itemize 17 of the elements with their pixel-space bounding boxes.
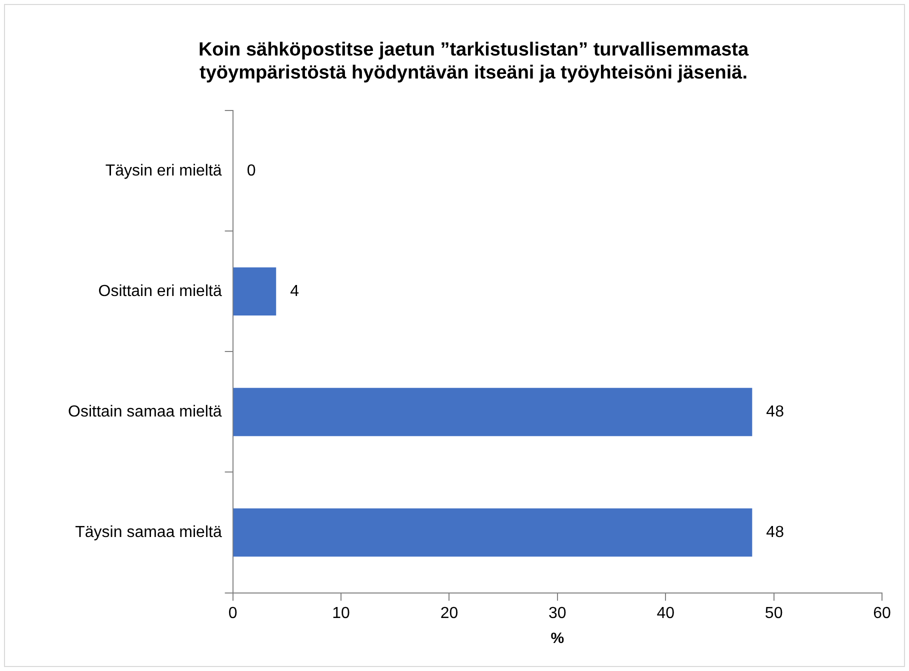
data-label: 4 (290, 282, 300, 300)
x-tick-label: 50 (764, 604, 783, 622)
x-tick-label: 40 (656, 604, 675, 622)
x-tick-label: 0 (228, 604, 238, 622)
y-tick-label: Osittain samaa mieltä (68, 403, 222, 420)
x-tick-label: 10 (332, 604, 350, 622)
y-tick-label: Osittain eri mieltä (98, 282, 222, 300)
data-label: 48 (766, 524, 784, 541)
y-tick-label: Täysin samaa mieltä (75, 524, 222, 541)
x-tick-label: 30 (548, 604, 566, 622)
x-axis-title: % (550, 630, 564, 648)
chart-title: Koin sähköpostitse jaetun ”tarkistuslistan” turvallisemmasta työympäristöstä hyödyntävän itseäni ja työyhteisöni jäseniä. (198, 40, 749, 84)
y-tick-label: Täysin eri mieltä (105, 162, 222, 180)
data-label: 48 (766, 403, 784, 420)
x-tick-label: 60 (873, 604, 891, 622)
x-tick-label: 20 (440, 604, 458, 622)
data-label: 0 (246, 162, 256, 180)
